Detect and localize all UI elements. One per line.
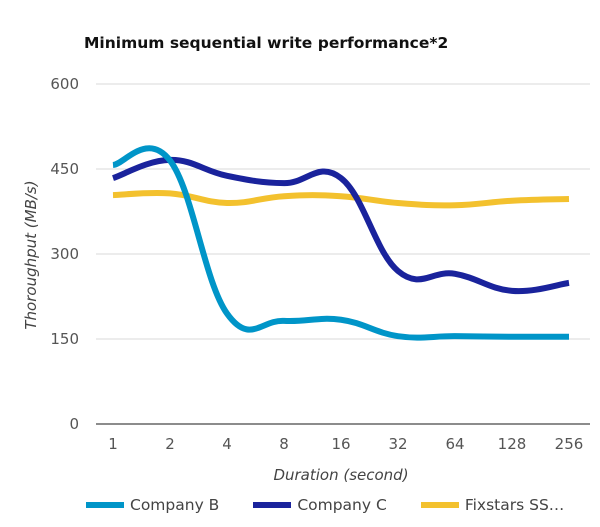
x-tick-label: 8 (279, 435, 289, 453)
series-line-company-b (112, 145, 570, 341)
y-tick-label: 0 (69, 415, 79, 433)
y-axis-label: Thoroughput (MB/s) (22, 180, 40, 329)
legend-label: Company C (297, 496, 387, 514)
legend-swatch (86, 502, 124, 508)
x-tick-label: 32 (388, 435, 407, 453)
legend-item[interactable]: Company C (253, 496, 387, 514)
y-tick-label: 300 (50, 245, 79, 263)
x-tick-label: 256 (555, 435, 584, 453)
y-tick-label: 450 (50, 160, 79, 178)
chart-title: Minimum sequential write performance*2 (84, 34, 449, 52)
x-tick-label: 128 (498, 435, 527, 453)
x-tick-label: 2 (165, 435, 175, 453)
x-tick-label: 1 (108, 435, 118, 453)
legend-item[interactable]: Company B (86, 496, 219, 514)
x-axis-label: Duration (second) (273, 466, 408, 484)
x-tick-label: 64 (445, 435, 464, 453)
series-line-fixstars-ss (112, 189, 570, 209)
y-tick-label: 600 (50, 75, 79, 93)
legend-label: Fixstars SS… (464, 496, 565, 514)
x-tick-label: 16 (331, 435, 350, 453)
legend: Company B Company C Fixstars SS… (86, 496, 598, 514)
y-tick-label: 150 (50, 330, 79, 348)
legend-label: Company B (130, 496, 220, 514)
x-tick-label: 4 (222, 435, 232, 453)
legend-swatch (420, 502, 459, 508)
legend-swatch (253, 502, 292, 508)
series-line-company-c (111, 156, 570, 295)
legend-item[interactable]: Fixstars SS… (420, 496, 565, 514)
